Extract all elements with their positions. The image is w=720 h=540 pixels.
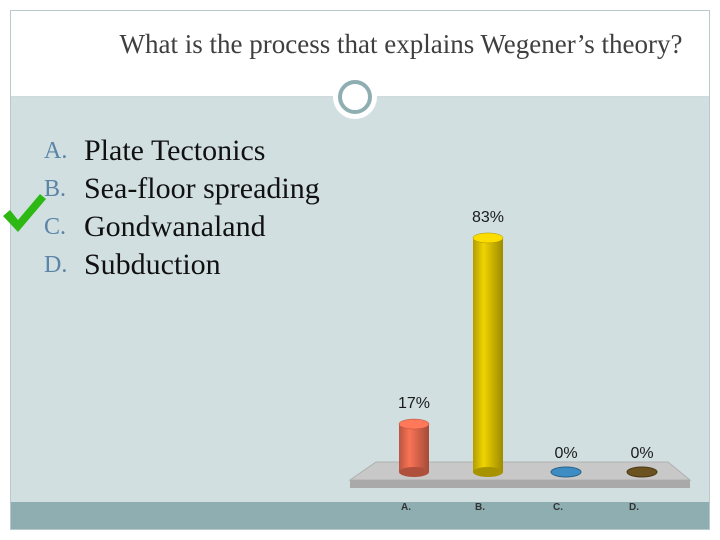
answer-text: Plate Tectonics: [84, 134, 266, 167]
response-chart: 17% A. 83% B. 0% C. 0% D.: [340, 150, 700, 520]
slide-frame: [10, 10, 710, 530]
category-label-4: D.: [629, 502, 639, 513]
bar-base-2: [473, 467, 503, 477]
bar-3: [550, 466, 582, 478]
answer-text: Gondwanaland: [84, 210, 266, 243]
bar-4: [626, 466, 658, 478]
answer-option-b: B. Sea-floor spreading: [44, 170, 364, 208]
answer-letter: C.: [44, 214, 67, 240]
question-title: What is the process that explains Wegene…: [119, 29, 683, 59]
bar-1: [399, 424, 429, 472]
category-label-1: A.: [401, 502, 411, 513]
bar-top-2: [472, 232, 504, 244]
divider-ornament-circle: [338, 80, 372, 114]
value-label-1: 17%: [398, 395, 430, 412]
answer-letter: B.: [44, 176, 67, 202]
value-label-2: 83%: [472, 209, 504, 226]
answer-letter: D.: [44, 252, 68, 278]
answer-text: Subduction: [84, 248, 221, 281]
chart-floor-edge: [350, 480, 690, 488]
category-label-2: B.: [475, 502, 485, 513]
bar-chart-svg: 17% A. 83% B. 0% C. 0% D.: [348, 209, 692, 513]
category-label-3: C.: [553, 502, 563, 513]
slide-content: [11, 97, 709, 502]
bar-base-1: [399, 467, 429, 477]
bar-2: [473, 237, 503, 472]
answer-option-c: C. Gondwanaland: [44, 208, 364, 246]
answer-letter: A.: [44, 138, 68, 164]
value-label-3: 0%: [554, 445, 577, 462]
answer-text: Sea-floor spreading: [84, 172, 320, 205]
answer-option-d: D. Subduction: [44, 246, 364, 284]
value-label-4: 0%: [630, 445, 653, 462]
bar-top-1: [398, 418, 430, 430]
answer-list: A. Plate Tectonics B. Sea-floor spreadin…: [44, 132, 364, 284]
correct-answer-check-icon: [3, 194, 46, 232]
slide-footer: [11, 502, 709, 529]
answer-option-a: A. Plate Tectonics: [44, 132, 364, 170]
